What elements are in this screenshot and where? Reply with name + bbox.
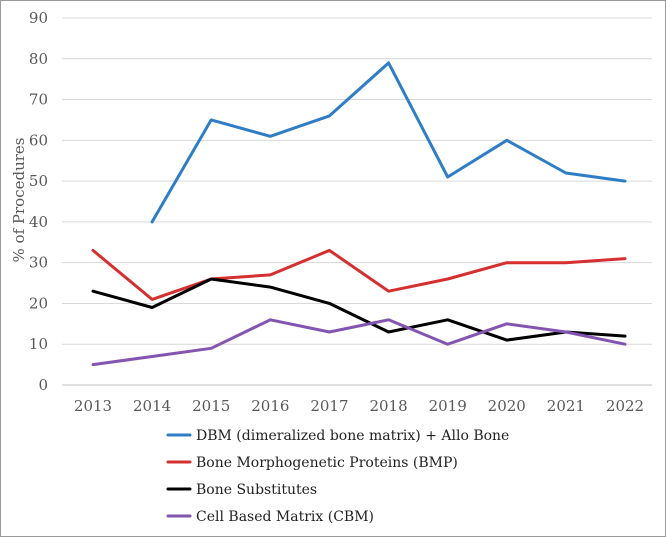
y-axis-label: % of Procedures — [10, 138, 28, 263]
y-tick-label: 90 — [29, 9, 48, 27]
legend-label: Bone Morphogenetic Proteins (BMP) — [196, 455, 458, 471]
y-tick-label: 60 — [29, 131, 48, 149]
y-axis-ticks: 0 10 20 30 40 50 60 70 80 90 — [29, 9, 48, 394]
gridlines — [62, 17, 652, 386]
legend: DBM (dimeralized bone matrix) + Allo Bon… — [166, 428, 509, 525]
x-tick-label: 2013 — [74, 397, 112, 415]
y-tick-label: 10 — [29, 335, 48, 353]
series-line-4 — [91, 318, 627, 367]
y-tick-label: 40 — [29, 213, 48, 231]
y-tick-label: 70 — [29, 91, 48, 109]
x-tick-label: 2021 — [547, 397, 585, 415]
series-line-1 — [150, 61, 627, 224]
x-tick-label: 2017 — [310, 397, 348, 415]
y-tick-label: 50 — [29, 172, 48, 190]
legend-label: Cell Based Matrix (CBM) — [196, 509, 374, 525]
legend-label: Bone Substitutes — [196, 482, 317, 498]
series-line-2 — [91, 248, 627, 301]
x-tick-label: 2019 — [429, 397, 467, 415]
x-tick-label: 2016 — [251, 397, 289, 415]
y-tick-label: 0 — [38, 376, 48, 394]
x-tick-label: 2018 — [369, 397, 407, 415]
series-lines — [91, 61, 627, 367]
x-tick-label: 2014 — [133, 397, 171, 415]
x-axis-ticks: 2013 2014 2015 2016 2017 2018 2019 2020 2021 2022 — [74, 397, 644, 415]
y-tick-label: 20 — [29, 294, 48, 312]
legend-label: DBM (dimeralized bone matrix) + Allo Bon… — [196, 428, 509, 444]
x-tick-label: 2020 — [488, 397, 526, 415]
y-tick-label: 30 — [29, 254, 48, 272]
x-tick-label: 2022 — [606, 397, 644, 415]
x-tick-label: 2015 — [192, 397, 230, 415]
series-line-3 — [91, 277, 627, 342]
y-tick-label: 80 — [29, 50, 48, 68]
